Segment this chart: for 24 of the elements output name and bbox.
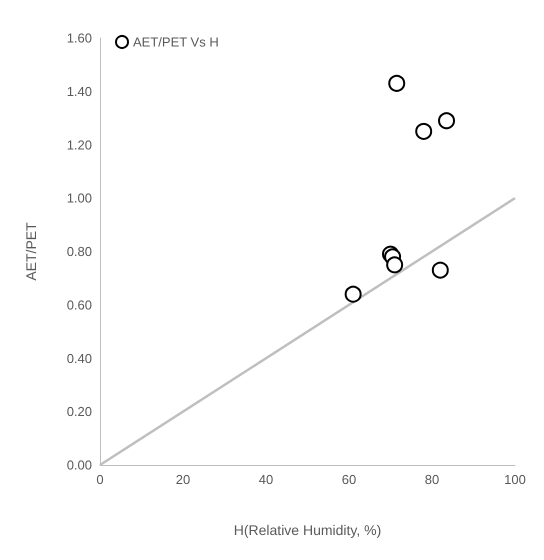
- y-tick-label: 0.00: [66, 458, 92, 472]
- point: [415, 122, 432, 140]
- y-tick-label: 1.20: [66, 137, 92, 152]
- y-tick-label: 0.20: [66, 404, 92, 420]
- point: [386, 256, 404, 274]
- point: [432, 262, 449, 279]
- legend-label: AET/PET Vs H: [133, 34, 219, 50]
- x-axis-title: H(Relative Humidity, %): [234, 522, 382, 538]
- x-tick-label: 80: [424, 472, 440, 487]
- x-tick-label: 60: [342, 472, 356, 487]
- point: [438, 112, 456, 130]
- y-tick-label: 1.00: [66, 190, 92, 206]
- x-tick-label: 100: [504, 472, 526, 487]
- y-tick-label: 1.40: [66, 84, 92, 99]
- y-axis-title: AET/PET: [23, 222, 39, 281]
- point: [388, 74, 406, 92]
- y-tick-label: 0.60: [66, 297, 92, 312]
- point: [344, 286, 362, 303]
- y-tick-label: 1.60: [66, 30, 92, 46]
- x-tick-label: 20: [176, 472, 190, 487]
- x-tick-label: 40: [258, 472, 274, 487]
- y-tick-label: 0.40: [66, 350, 92, 366]
- x-tick-label: 0: [96, 472, 104, 487]
- y-tick-label: 0.80: [66, 244, 92, 259]
